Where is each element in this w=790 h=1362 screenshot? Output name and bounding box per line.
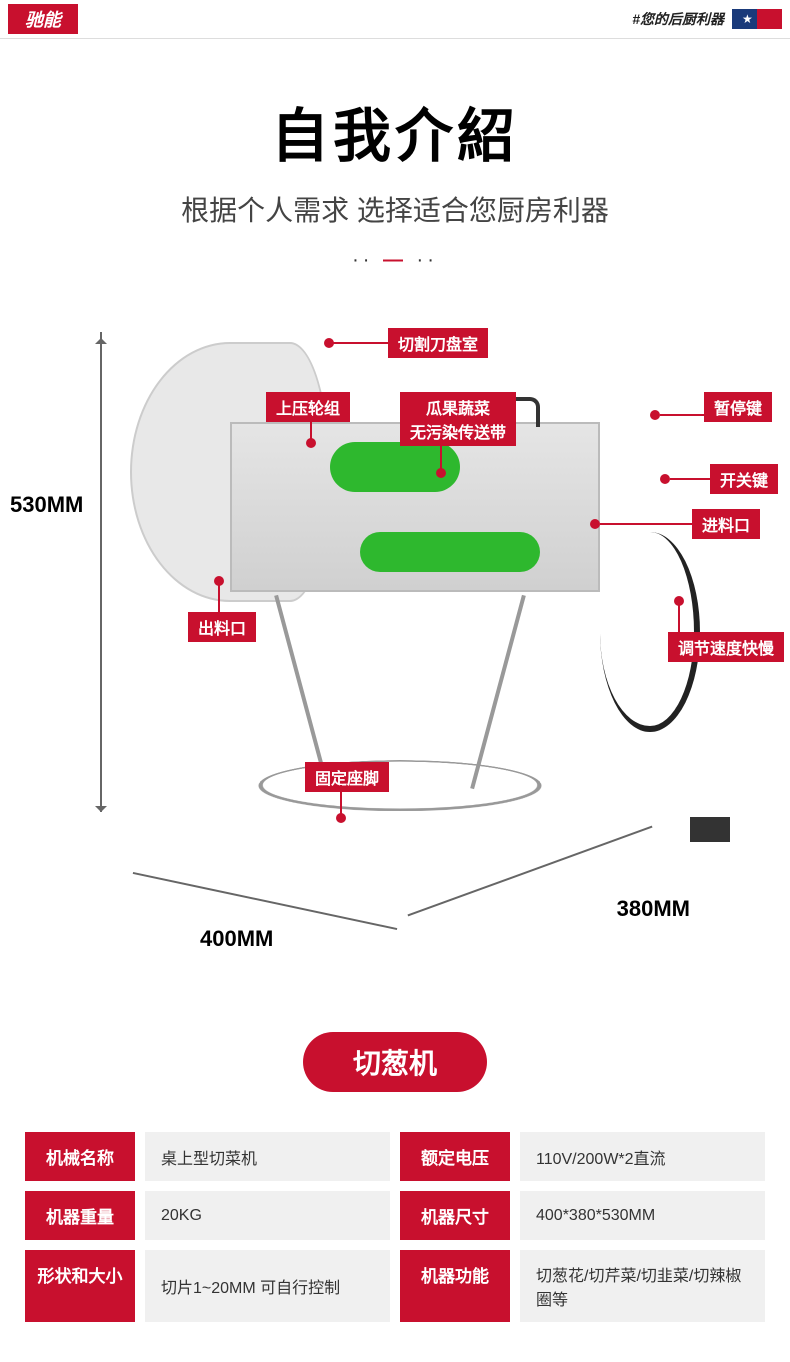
callout-outlet: 出料口 (188, 612, 256, 642)
dimension-height: 530MM (10, 492, 83, 518)
callout-conveyor: 瓜果蔬菜无污染传送带 (400, 392, 516, 446)
spec-value: 桌上型切菜机 (145, 1132, 390, 1181)
spec-row: 形状和大小 切片1~20MM 可自行控制 机器功能 切葱花/切芹菜/切韭菜/切辣… (25, 1250, 765, 1322)
spec-label: 机器重量 (25, 1191, 135, 1240)
dimension-width: 400MM (200, 926, 273, 952)
spec-value: 切片1~20MM 可自行控制 (145, 1250, 390, 1322)
power-plug (690, 817, 730, 842)
callout-dot (436, 468, 446, 478)
page-header: 驰能 #您的后厨利器 ★ (0, 0, 790, 39)
callout-dot (306, 438, 316, 448)
spec-label: 额定电压 (400, 1132, 510, 1181)
callout-feed-inlet: 进料口 (692, 509, 760, 539)
logo: 驰能 (8, 4, 78, 34)
spec-value: 400*380*530MM (520, 1191, 765, 1240)
callout-blade-chamber: 切割刀盘室 (388, 328, 488, 358)
divider: ·· — ·· (0, 249, 790, 272)
callout-dot (324, 338, 334, 348)
flag-icon: ★ (732, 9, 782, 29)
spec-label: 机器功能 (400, 1250, 510, 1322)
spec-table: 机械名称 桌上型切菜机 额定电压 110V/200W*2直流 机器重量 20KG… (25, 1132, 765, 1322)
dimension-line-vertical (100, 332, 102, 812)
stand-base (236, 760, 563, 811)
spec-value: 切葱花/切芹菜/切韭菜/切辣椒圈等 (520, 1250, 765, 1322)
callout-dot (336, 813, 346, 823)
callout-line (440, 440, 442, 470)
callout-dot (590, 519, 600, 529)
machine-illustration (130, 332, 650, 882)
spec-label: 形状和大小 (25, 1250, 135, 1322)
product-diagram: 530MM 400MM 380MM 切割刀盘室 上压轮组 瓜果蔬菜无污染传送带 … (0, 292, 790, 972)
callout-power-switch: 开关键 (710, 464, 778, 494)
spec-row: 机器重量 20KG 机器尺寸 400*380*530MM (25, 1191, 765, 1240)
callout-line (678, 602, 680, 637)
main-title: 自我介紹 (0, 89, 790, 173)
callout-pause-button: 暂停键 (704, 392, 772, 422)
stand-leg (274, 595, 330, 789)
callout-line (218, 582, 220, 612)
callout-dot (214, 576, 224, 586)
callout-dot (660, 474, 670, 484)
spec-row: 机械名称 桌上型切菜机 额定电压 110V/200W*2直流 (25, 1132, 765, 1181)
callout-line (340, 785, 342, 815)
callout-line (330, 342, 388, 344)
logo-text: 驰能 (25, 6, 61, 32)
callout-line (660, 414, 710, 416)
spec-value: 110V/200W*2直流 (520, 1132, 765, 1181)
product-name-section: 切葱机 (0, 1032, 790, 1092)
tagline: #您的后厨利器 (632, 9, 724, 29)
callout-base-feet: 固定座脚 (305, 762, 389, 792)
callout-line (600, 523, 700, 525)
callout-line (310, 415, 312, 440)
product-badge: 切葱机 (303, 1032, 487, 1092)
callout-dot (674, 596, 684, 606)
callout-press-wheel: 上压轮组 (266, 392, 350, 422)
arrow-icon (95, 806, 107, 818)
callout-dot (650, 410, 660, 420)
header-right: #您的后厨利器 ★ (632, 9, 782, 29)
logo-icon: 驰能 (8, 4, 78, 34)
stand-leg (470, 595, 526, 789)
spec-value: 20KG (145, 1191, 390, 1240)
dimension-depth: 380MM (617, 896, 690, 922)
arrow-icon (95, 332, 107, 344)
callout-line (670, 478, 720, 480)
callout-speed-control: 调节速度快慢 (668, 632, 784, 662)
spec-label: 机器尺寸 (400, 1191, 510, 1240)
spec-label: 机械名称 (25, 1132, 135, 1181)
machine-belt-lower (360, 532, 540, 572)
sub-title: 根据个人需求 选择适合您厨房利器 (0, 189, 790, 229)
title-section: 自我介紹 根据个人需求 选择适合您厨房利器 ·· — ·· (0, 89, 790, 272)
machine-stand (260, 592, 580, 852)
